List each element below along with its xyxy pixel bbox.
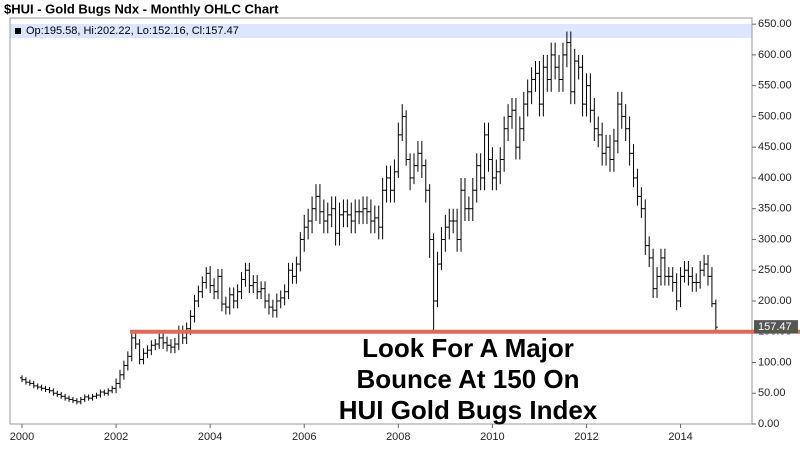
annotation: HUI Gold Bugs Index (339, 395, 598, 425)
y-tick-label: 250.00 (758, 264, 792, 276)
annotation: Bounce At 150 On (357, 364, 580, 394)
x-tick-label: 2012 (574, 431, 598, 443)
y-tick-label: 100.00 (758, 356, 792, 368)
y-tick-label: 500.00 (758, 110, 792, 122)
y-tick-label: 400.00 (758, 172, 792, 184)
annotation: Look For A Major (362, 333, 574, 363)
y-tick-label: 200.00 (758, 295, 792, 307)
y-tick-label: 600.00 (758, 49, 792, 61)
x-tick-label: 2008 (386, 431, 410, 443)
plot-frame (9, 17, 753, 425)
y-tick-label: 0.00 (758, 418, 779, 430)
y-tick-label: 350.00 (758, 203, 792, 215)
x-tick-label: 2004 (198, 431, 222, 443)
y-tick-label: 550.00 (758, 80, 792, 92)
x-tick-label: 2014 (668, 431, 692, 443)
chart-title: $HUI - Gold Bugs Ndx - Monthly OHLC Char… (4, 1, 279, 16)
y-tick-label: 650.00 (758, 18, 792, 30)
info-line: Op:195.58, Hi:202.22, Lo:152.16, Cl:157.… (26, 25, 239, 37)
y-tick-label: 50.00 (758, 387, 786, 399)
x-tick-label: 2006 (292, 431, 316, 443)
last-price-label: 157.47 (758, 321, 792, 333)
y-tick-label: 450.00 (758, 141, 792, 153)
info-marker (15, 28, 21, 34)
last-price-box (754, 320, 798, 334)
x-tick-label: 2002 (104, 431, 128, 443)
x-tick-label: 2010 (480, 431, 504, 443)
x-tick-label: 2000 (10, 431, 34, 443)
y-tick-label: 300.00 (758, 233, 792, 245)
